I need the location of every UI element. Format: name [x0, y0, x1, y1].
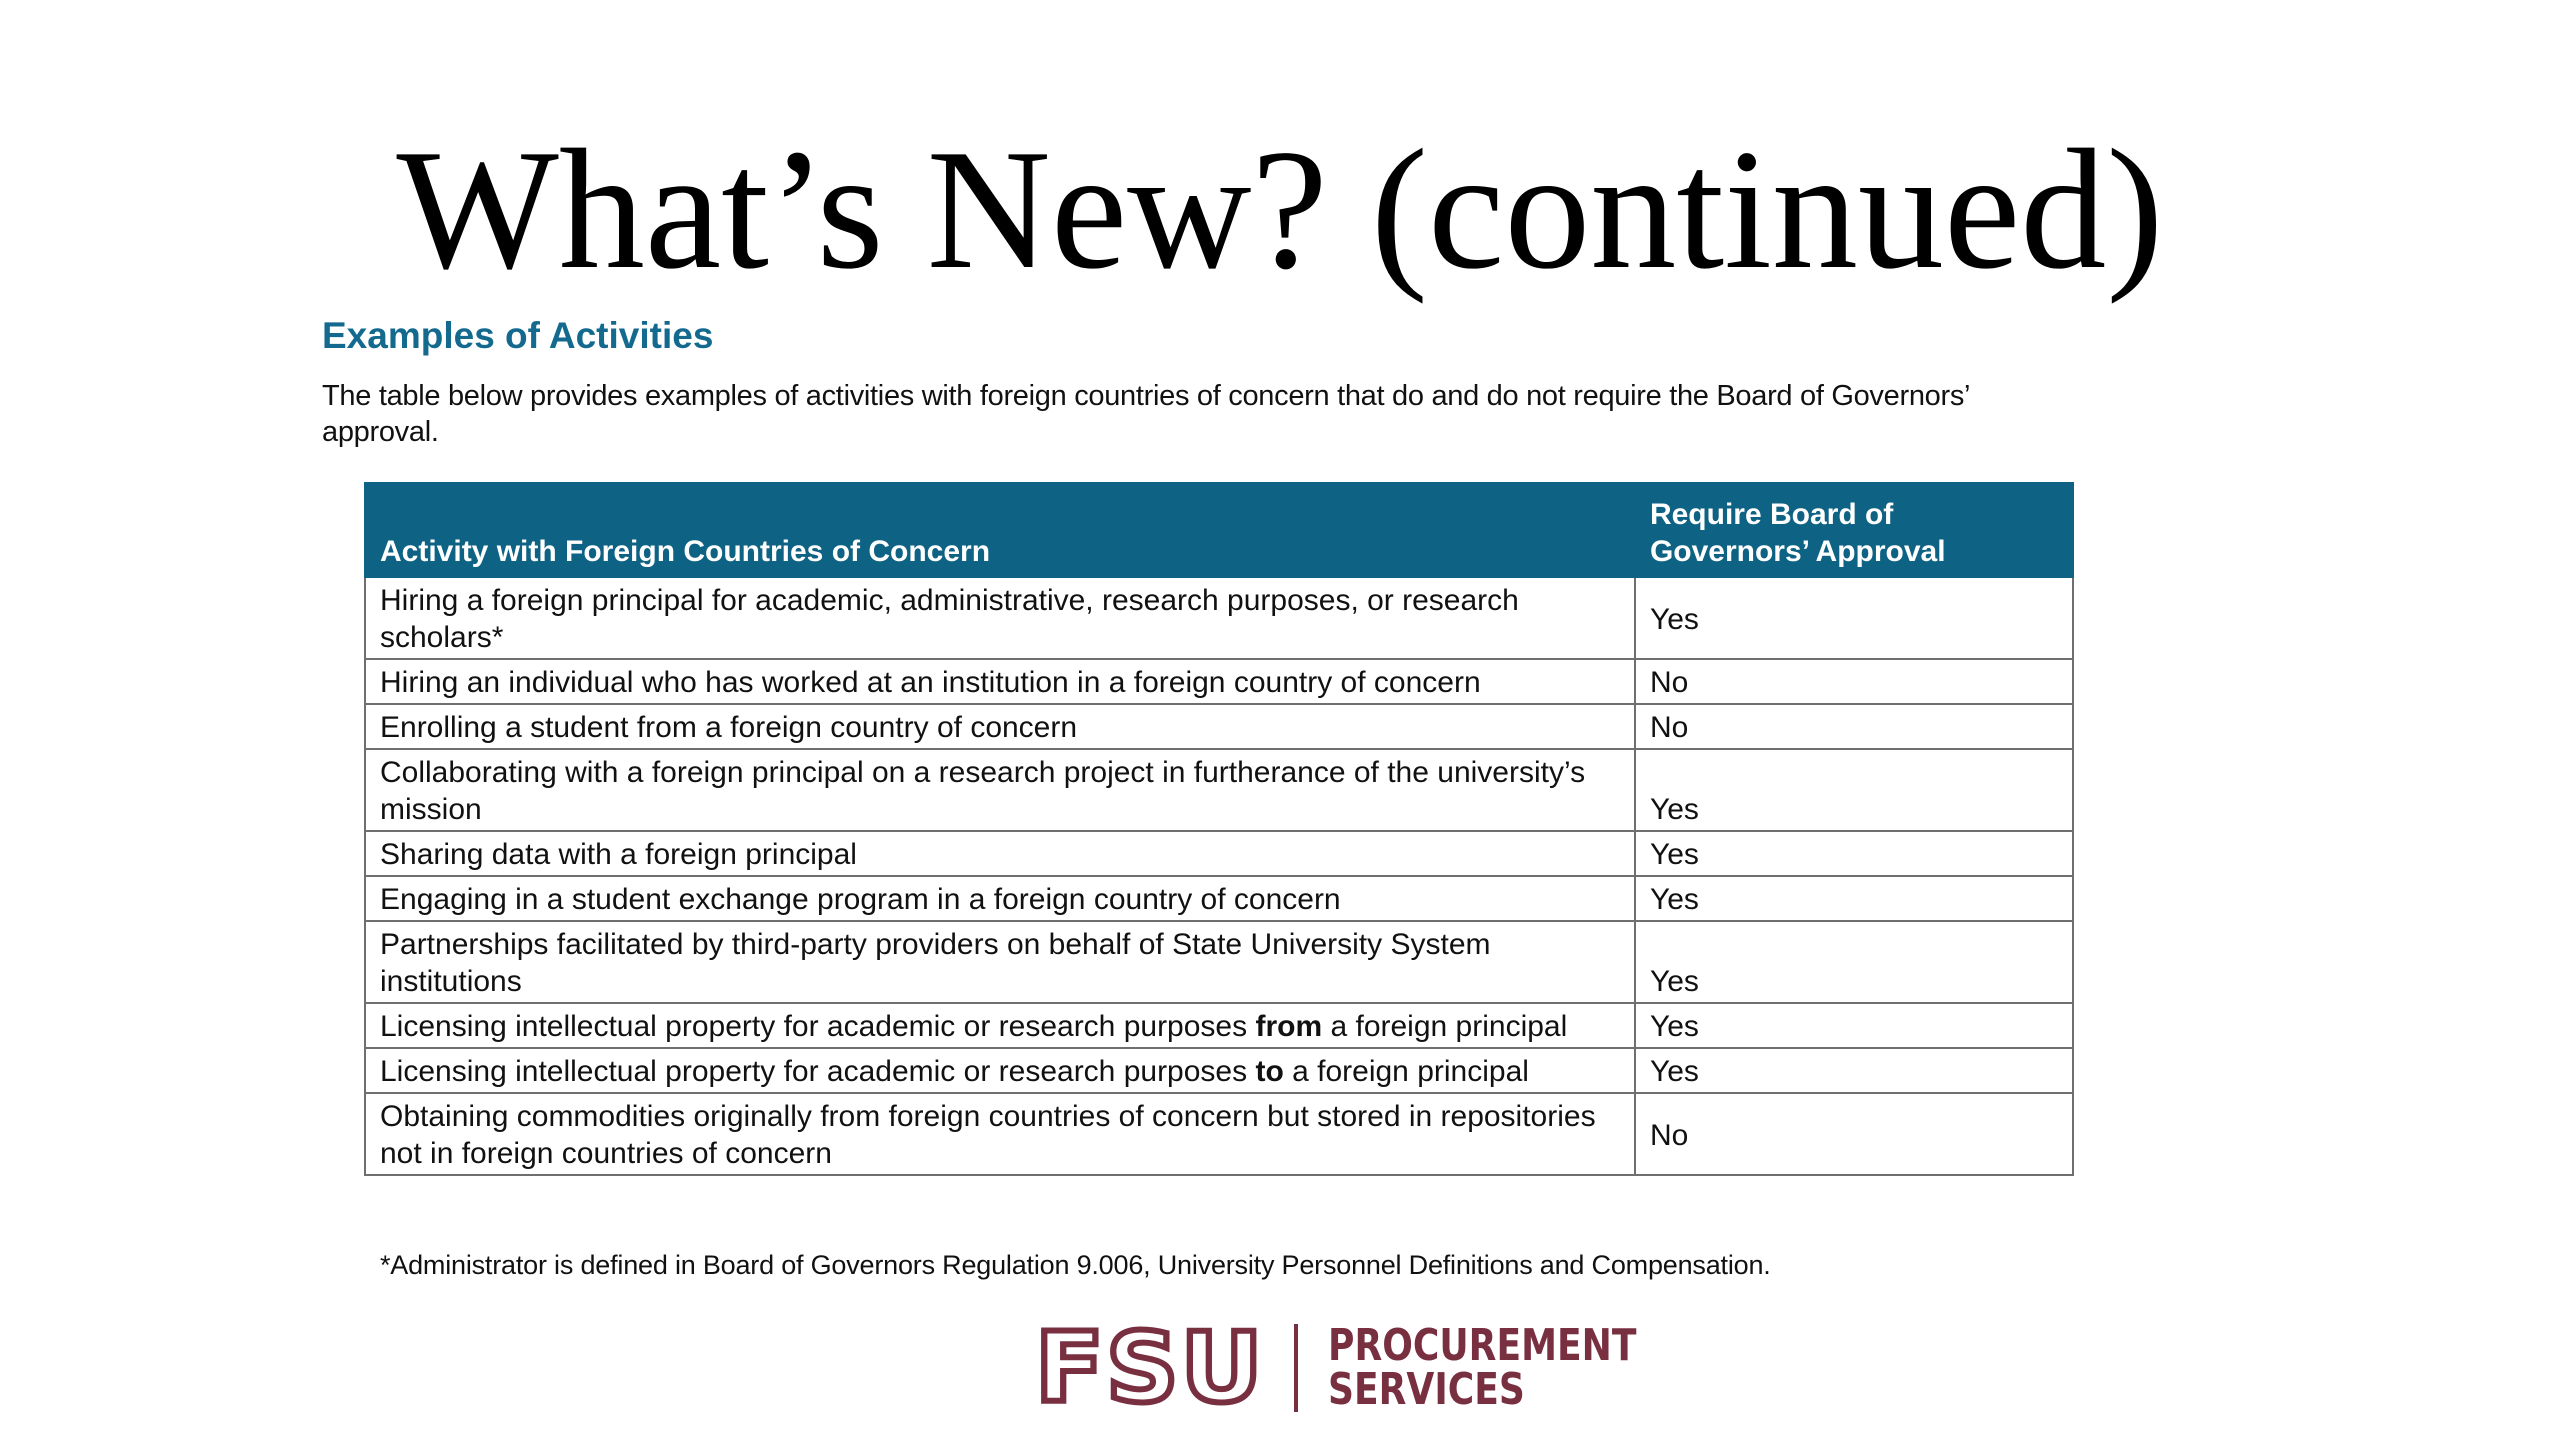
intro-paragraph: The table below provides examples of act… — [322, 380, 1970, 448]
activity-cell: Licensing intellectual property for acad… — [364, 1047, 1636, 1094]
footnote: *Administrator is defined in Board of Go… — [380, 1250, 1771, 1280]
approval-cell: Yes — [1633, 875, 2075, 922]
approval-cell: Yes — [1633, 748, 2075, 832]
table-row: Partnerships facilitated by third-party … — [364, 920, 2075, 1004]
activity-cell: Licensing intellectual property for acad… — [364, 1002, 1636, 1049]
table-row: Hiring a foreign principal for academic,… — [364, 576, 2075, 660]
activity-cell: Hiring an individual who has worked at a… — [364, 658, 1636, 705]
activity-cell: Obtaining commodities originally from fo… — [364, 1092, 1636, 1176]
table-row: Engaging in a student exchange program i… — [364, 875, 2075, 922]
activities-table: Activity with Foreign Countries of Conce… — [364, 482, 2075, 1176]
activity-emphasis: from — [1255, 1010, 1323, 1043]
fsu-logo-mark: FSU — [1032, 1312, 1266, 1424]
approval-cell: No — [1633, 1092, 2075, 1176]
activity-cell: Collaborating with a foreign principal o… — [364, 748, 1636, 832]
activity-text: a foreign principal — [1322, 1010, 1568, 1043]
approval-cell: No — [1633, 703, 2075, 750]
header-approval: Require Board of Governors’ Approval — [1633, 482, 2075, 578]
slide-title: What’s New? (continued) — [396, 115, 2164, 305]
approval-cell: Yes — [1633, 576, 2075, 660]
activity-text: a foreign principal — [1283, 1055, 1529, 1088]
section-heading: Examples of Activities — [322, 315, 714, 356]
logo-text: PROCUREMENT SERVICES — [1328, 1324, 1636, 1412]
activity-cell: Partnerships facilitated by third-party … — [364, 920, 1636, 1004]
table-header-row: Activity with Foreign Countries of Conce… — [364, 482, 2075, 578]
header-activity: Activity with Foreign Countries of Conce… — [364, 482, 1636, 578]
table-row: Enrolling a student from a foreign count… — [364, 703, 2075, 750]
fsu-procurement-logo: FSU PROCUREMENT SERVICES — [1032, 1312, 1704, 1424]
approval-cell: No — [1633, 658, 2075, 705]
table-row: Licensing intellectual property for acad… — [364, 1002, 2075, 1049]
activity-text: Licensing intellectual property for acad… — [380, 1010, 1256, 1043]
table-row: Licensing intellectual property for acad… — [364, 1047, 2075, 1094]
activity-cell: Hiring a foreign principal for academic,… — [364, 576, 1636, 660]
activity-cell: Sharing data with a foreign principal — [364, 830, 1636, 877]
approval-cell: Yes — [1633, 1047, 2075, 1094]
logo-divider — [1293, 1324, 1298, 1412]
table-row: Sharing data with a foreign principal Ye… — [364, 830, 2075, 877]
approval-cell: Yes — [1633, 830, 2075, 877]
approval-cell: Yes — [1633, 1002, 2075, 1049]
table-row: Hiring an individual who has worked at a… — [364, 658, 2075, 705]
activity-cell: Engaging in a student exchange program i… — [364, 875, 1636, 922]
activity-cell: Enrolling a student from a foreign count… — [364, 703, 1636, 750]
logo-line-services: SERVICES — [1327, 1364, 1525, 1415]
activity-text: Licensing intellectual property for acad… — [380, 1055, 1256, 1088]
approval-cell: Yes — [1633, 920, 2075, 1004]
table-row: Obtaining commodities originally from fo… — [364, 1092, 2075, 1176]
logo-line-procurement: PROCUREMENT — [1327, 1320, 1637, 1371]
table-row: Collaborating with a foreign principal o… — [364, 748, 2075, 832]
activity-emphasis: to — [1255, 1055, 1284, 1088]
